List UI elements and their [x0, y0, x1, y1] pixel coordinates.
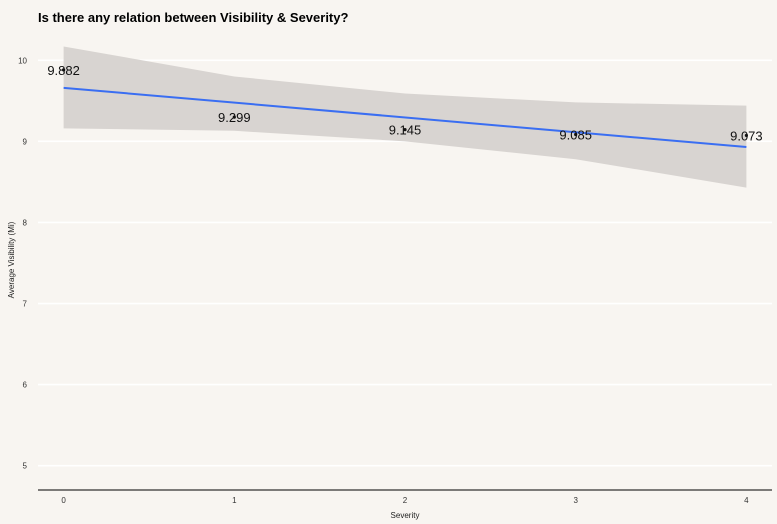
- data-point: [403, 127, 407, 132]
- y-tick-labels: 5 6 7 8 9 10: [18, 56, 27, 470]
- data-point: [62, 68, 66, 72]
- y-tick-label: 8: [23, 218, 28, 227]
- data-label: 9.299: [218, 110, 251, 125]
- x-axis-label: Severity: [391, 511, 420, 520]
- data-label: 9.145: [389, 123, 422, 138]
- x-tick-label: 0: [61, 496, 66, 505]
- data-point: [574, 132, 578, 137]
- y-tick-label: 7: [23, 300, 28, 309]
- data-point: [744, 133, 748, 138]
- data-label: 9.073: [730, 128, 763, 143]
- data-points: [62, 68, 748, 138]
- data-label: 9.085: [559, 127, 592, 142]
- trend-line: [63, 86, 747, 149]
- y-tick-label: 5: [23, 462, 28, 471]
- data-labels: 9.882 9.299 9.145 9.085 9.073: [47, 63, 762, 144]
- y-tick-label: 9: [23, 137, 28, 146]
- y-tick-label: 10: [18, 56, 27, 65]
- x-tick-label: 2: [403, 496, 408, 505]
- x-tick-labels: 0 1 2 3 4: [61, 496, 749, 505]
- chart-title: Is there any relation between Visibility…: [38, 10, 348, 25]
- data-label: 9.882: [47, 63, 80, 78]
- y-tick-label: 6: [23, 381, 28, 390]
- data-point: [232, 115, 236, 119]
- x-tick-label: 3: [573, 496, 578, 505]
- y-axis-label: Average Visibility (Mi): [7, 221, 16, 298]
- x-tick-label: 1: [232, 496, 237, 505]
- x-tick-label: 4: [744, 496, 749, 505]
